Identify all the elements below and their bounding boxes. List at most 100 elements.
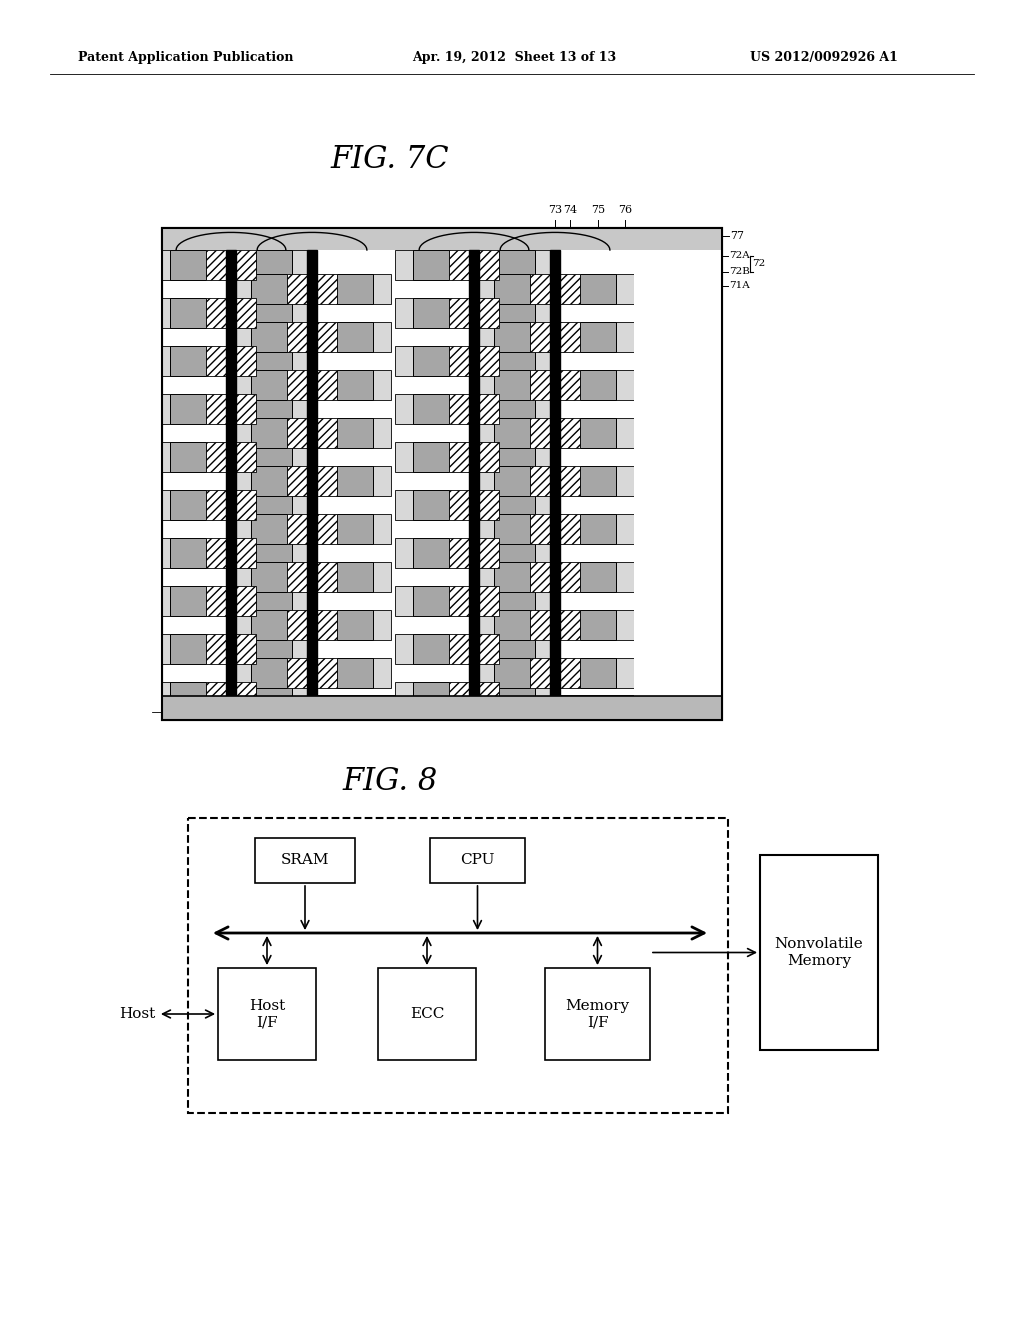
Bar	[162, 228, 722, 719]
Bar	[580, 370, 616, 400]
Bar	[287, 322, 307, 352]
Bar	[580, 513, 616, 544]
Bar	[170, 539, 206, 568]
Text: FIG. 7C: FIG. 7C	[331, 144, 450, 176]
Text: 76: 76	[617, 205, 632, 215]
Text: Host
I/F: Host I/F	[249, 999, 285, 1030]
Bar	[499, 249, 535, 280]
Bar	[535, 490, 553, 520]
Bar	[560, 418, 580, 447]
Bar	[170, 249, 206, 280]
Bar	[292, 249, 310, 280]
Bar	[494, 610, 530, 640]
Bar	[152, 539, 170, 568]
Bar	[616, 706, 634, 711]
Bar	[413, 682, 449, 711]
Bar	[233, 418, 251, 447]
Text: Host: Host	[119, 1007, 155, 1020]
Bar	[499, 442, 535, 473]
Bar	[337, 322, 373, 352]
Bar	[479, 586, 499, 616]
Bar	[479, 682, 499, 711]
Bar	[287, 610, 307, 640]
Text: US 2012/0092926 A1: US 2012/0092926 A1	[750, 51, 898, 65]
Bar	[499, 346, 535, 376]
Bar	[292, 490, 310, 520]
Bar	[256, 442, 292, 473]
Bar	[395, 298, 413, 327]
Bar	[188, 818, 728, 1113]
Bar	[170, 682, 206, 711]
Bar	[256, 682, 292, 711]
Bar	[317, 513, 337, 544]
Bar	[494, 513, 530, 544]
Bar	[206, 539, 226, 568]
Bar	[287, 370, 307, 400]
Bar	[292, 682, 310, 711]
Bar	[413, 539, 449, 568]
Bar	[530, 706, 550, 711]
Bar	[307, 249, 317, 711]
Bar	[413, 393, 449, 424]
Bar	[449, 586, 469, 616]
Bar	[580, 657, 616, 688]
Bar	[337, 562, 373, 591]
Text: Nonvolatile
Memory: Nonvolatile Memory	[774, 937, 863, 968]
Bar	[395, 586, 413, 616]
Bar	[251, 322, 287, 352]
Bar	[580, 466, 616, 496]
Bar	[449, 682, 469, 711]
Bar	[449, 346, 469, 376]
Bar	[152, 298, 170, 327]
Bar	[251, 706, 287, 711]
Bar	[494, 562, 530, 591]
Bar	[236, 346, 256, 376]
Bar	[236, 634, 256, 664]
Bar	[616, 418, 634, 447]
Bar	[251, 418, 287, 447]
Bar	[152, 442, 170, 473]
Bar	[236, 490, 256, 520]
Bar	[499, 490, 535, 520]
Bar	[292, 346, 310, 376]
Text: ECC: ECC	[410, 1007, 444, 1020]
Text: 71A: 71A	[729, 281, 750, 290]
Bar	[560, 513, 580, 544]
Bar	[233, 706, 251, 711]
Bar	[616, 657, 634, 688]
Bar	[530, 418, 550, 447]
Bar	[206, 442, 226, 473]
Bar	[395, 539, 413, 568]
Bar	[317, 466, 337, 496]
Bar	[476, 610, 494, 640]
Bar	[395, 393, 413, 424]
Bar	[530, 513, 550, 544]
Bar	[535, 249, 553, 280]
Bar	[287, 513, 307, 544]
Bar	[206, 393, 226, 424]
Bar	[395, 346, 413, 376]
Bar	[373, 466, 391, 496]
Bar	[162, 228, 722, 249]
Bar	[162, 696, 722, 719]
Bar	[152, 634, 170, 664]
Bar	[287, 275, 307, 304]
Bar	[535, 586, 553, 616]
Bar	[373, 275, 391, 304]
Bar	[476, 513, 494, 544]
Bar	[430, 838, 525, 883]
Bar	[206, 249, 226, 280]
Text: 77: 77	[730, 231, 744, 242]
Bar	[550, 249, 560, 711]
Bar	[233, 275, 251, 304]
Bar	[287, 418, 307, 447]
Bar	[206, 634, 226, 664]
Bar	[317, 706, 337, 711]
Bar	[476, 275, 494, 304]
Bar	[413, 586, 449, 616]
Text: 72B: 72B	[729, 268, 750, 276]
Bar	[256, 539, 292, 568]
Text: Memory
I/F: Memory I/F	[565, 999, 630, 1030]
Bar	[535, 346, 553, 376]
Bar	[449, 490, 469, 520]
